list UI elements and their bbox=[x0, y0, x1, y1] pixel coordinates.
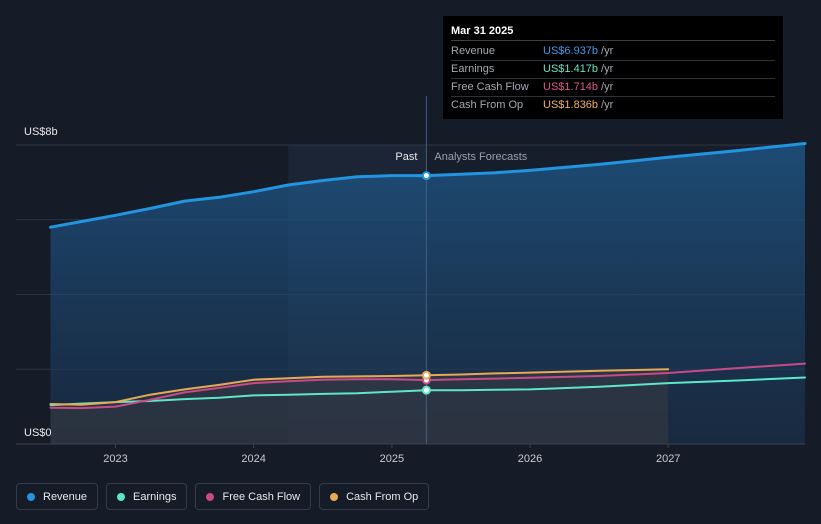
marker-cash-from-op bbox=[421, 370, 431, 380]
tooltip-label: Revenue bbox=[451, 45, 496, 57]
chart-legend: Revenue Earnings Free Cash Flow Cash Fro… bbox=[16, 483, 430, 510]
tooltip-row-free-cash-flow: Free Cash Flow US$1.714b /yr bbox=[451, 79, 775, 97]
legend-label: Free Cash Flow bbox=[222, 490, 301, 503]
past-label: Past bbox=[395, 151, 417, 163]
x-tick-label: 2023 bbox=[103, 453, 127, 465]
tooltip-value: US$6.937b bbox=[543, 45, 599, 57]
series-line-free-cash-flow bbox=[49, 362, 806, 410]
y-axis-top-label: US$8b bbox=[24, 126, 58, 138]
tooltip-date: Mar 31 2025 bbox=[451, 24, 775, 41]
legend-dot-icon bbox=[330, 492, 339, 501]
marker-earnings bbox=[421, 385, 431, 395]
legend-label: Revenue bbox=[43, 490, 88, 503]
x-tick-label: 2026 bbox=[518, 453, 542, 465]
legend-dot-icon bbox=[117, 492, 126, 501]
forecast-label: Analysts Forecasts bbox=[434, 151, 527, 163]
y-axis-bottom-label: US$0 bbox=[24, 427, 52, 439]
series-line-cash-from-op bbox=[49, 368, 670, 406]
tooltip-unit: /yr bbox=[601, 99, 614, 111]
series-line-revenue bbox=[49, 142, 807, 229]
legend-item-free-cash-flow[interactable]: Free Cash Flow bbox=[195, 483, 312, 510]
tooltip-panel: Mar 31 2025 Revenue US$6.937b /yr Earnin… bbox=[443, 16, 783, 119]
legend-label: Cash From Op bbox=[346, 490, 419, 503]
tooltip-row-revenue: Revenue US$6.937b /yr bbox=[451, 43, 775, 61]
legend-label: Earnings bbox=[133, 490, 177, 503]
tooltip-value: US$1.836b bbox=[543, 99, 599, 111]
tooltip-row-cash-from-op: Cash From Op US$1.836b /yr bbox=[451, 97, 775, 114]
tooltip-row-earnings: Earnings US$1.417b /yr bbox=[451, 61, 775, 79]
tooltip-value: US$1.417b bbox=[543, 63, 599, 75]
tooltip-value: US$1.714b bbox=[543, 81, 599, 93]
tooltip-unit: /yr bbox=[601, 81, 614, 93]
tooltip-unit: /yr bbox=[601, 63, 614, 75]
legend-dot-icon bbox=[206, 492, 215, 501]
tooltip-label: Free Cash Flow bbox=[451, 81, 529, 93]
x-tick-label: 2025 bbox=[380, 453, 404, 465]
x-tick-label: 2024 bbox=[241, 453, 265, 465]
tooltip-label: Earnings bbox=[451, 63, 495, 75]
series-line-earnings bbox=[49, 376, 806, 407]
tooltip-label: Cash From Op bbox=[451, 99, 524, 111]
cash-from-op-area bbox=[50, 369, 669, 444]
x-tick-label: 2027 bbox=[656, 453, 680, 465]
legend-item-revenue[interactable]: Revenue bbox=[16, 483, 99, 510]
legend-item-earnings[interactable]: Earnings bbox=[106, 483, 188, 510]
legend-item-cash-from-op[interactable]: Cash From Op bbox=[319, 483, 430, 510]
revenue-area bbox=[50, 143, 805, 444]
tooltip-unit: /yr bbox=[601, 45, 614, 57]
legend-dot-icon bbox=[27, 492, 35, 501]
marker-revenue bbox=[421, 171, 431, 181]
